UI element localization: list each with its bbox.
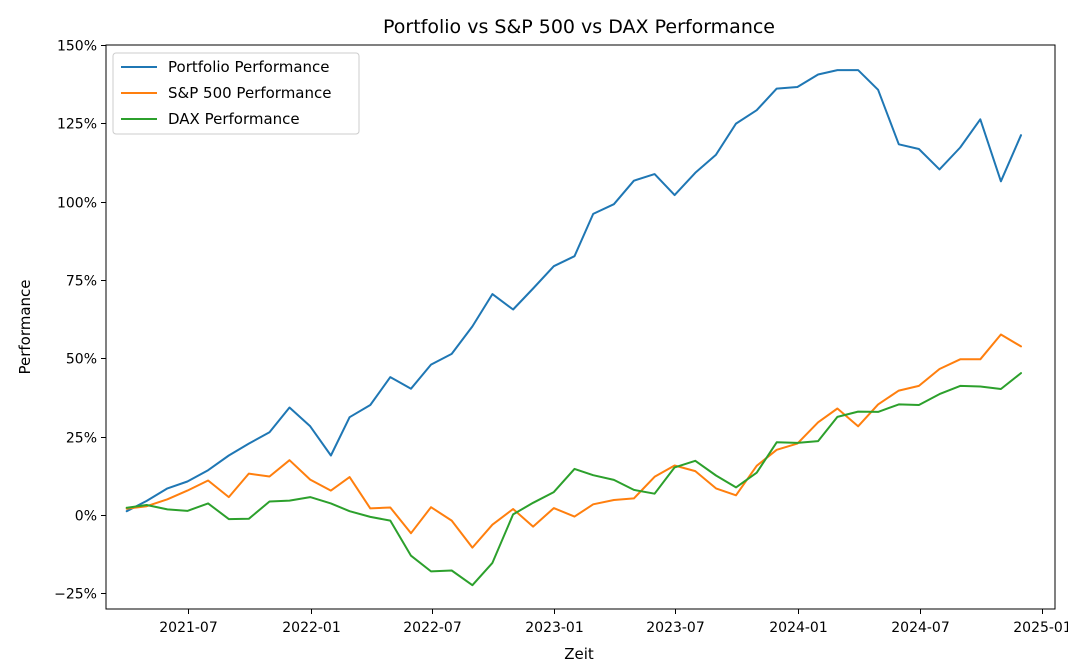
y-axis: −25% 0% 25% 50% 75% 100% 125% 150% (54, 39, 106, 603)
x-tick-label: 2024-01 (769, 620, 828, 636)
x-tick-label: 2022-01 (282, 620, 341, 636)
x-tick-label: 2024-07 (891, 620, 950, 636)
y-tick-label: 150% (57, 39, 97, 55)
x-axis-title: Zeit (564, 645, 594, 663)
y-tick-label: 125% (57, 117, 97, 133)
plot-area (125, 69, 1022, 587)
legend: Portfolio Performance S&P 500 Performance… (112, 52, 360, 135)
x-tick-label: 2025-01 (1013, 620, 1068, 636)
legend-box (112, 52, 360, 135)
y-axis-title: Performance (16, 279, 34, 374)
series-line-2 (125, 333, 1022, 549)
series-line-1 (125, 69, 1022, 513)
series-line-3 (125, 372, 1022, 587)
x-tick-label: 2023-01 (525, 620, 584, 636)
y-tick-label: 100% (57, 196, 97, 212)
x-axis: 2021-07 2022-01 2022-07 2023-01 2023-07 2024-… (159, 609, 1068, 636)
x-tick-label: 2022-07 (403, 620, 462, 636)
legend-label: DAX Performance (168, 110, 300, 128)
y-tick-label: 25% (66, 431, 97, 447)
y-tick-label: 75% (66, 274, 97, 290)
x-tick-label: 2021-07 (159, 620, 218, 636)
y-tick-label: 50% (66, 352, 97, 368)
y-tick-label: −25% (54, 587, 97, 603)
chart-title: Portfolio vs S&P 500 vs DAX Performance (383, 16, 775, 38)
y-tick-label: 0% (75, 509, 97, 525)
legend-label: Portfolio Performance (168, 58, 330, 76)
legend-label: S&P 500 Performance (168, 84, 331, 102)
x-tick-label: 2023-07 (646, 620, 705, 636)
plot-frame (105, 44, 1056, 610)
